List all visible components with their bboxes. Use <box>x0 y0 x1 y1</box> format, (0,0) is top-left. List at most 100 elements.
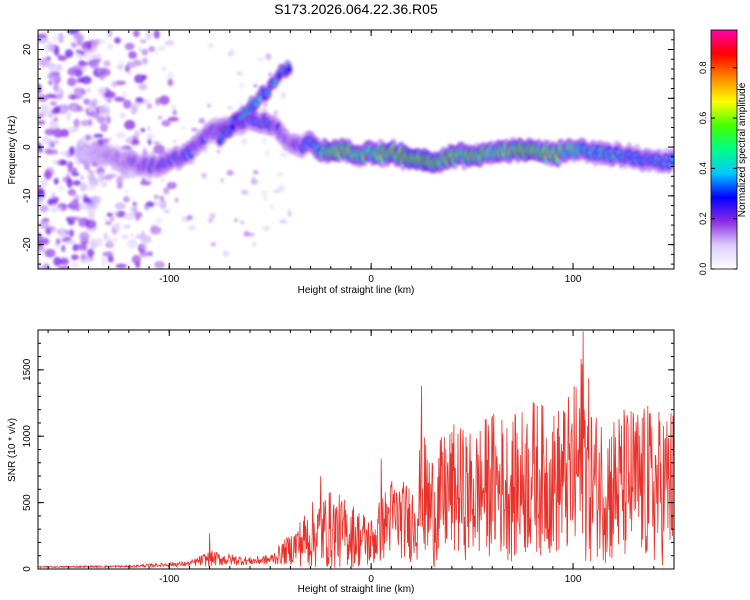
heatmap-cell <box>286 66 292 73</box>
heatmap-noise-cell <box>210 242 217 247</box>
heatmap-noise-cell <box>59 229 66 240</box>
heatmap-noise-cell <box>78 61 89 67</box>
heatmap-noise-cell <box>207 104 211 108</box>
heatmap-noise-cell <box>155 50 159 56</box>
y-tick-label: 1000 <box>22 425 33 448</box>
heatmap-noise-cell <box>95 237 103 248</box>
heatmap-noise-cell <box>130 232 134 238</box>
heatmap-noise-cell <box>250 178 259 185</box>
heatmap-noise-cell <box>131 101 139 109</box>
heatmap-noise-cell <box>38 245 45 253</box>
heatmap-noise-cell <box>158 45 166 51</box>
heatmap-noise-cell <box>121 234 129 239</box>
colorbar-tick-label: 0.4 <box>698 162 708 175</box>
heatmap-noise-cell <box>103 60 111 67</box>
x-tick-label: 0 <box>368 274 374 285</box>
heatmap-noise-cell <box>141 48 149 56</box>
heatmap-noise-cell <box>234 218 238 223</box>
heatmap-noise-cell <box>40 237 50 245</box>
heatmap-noise-cell <box>100 256 107 267</box>
heatmap-noise-cell <box>67 77 77 87</box>
heatmap-noise-cell <box>128 51 137 59</box>
heatmap-noise-cell <box>120 146 127 153</box>
heatmap-noise-cell <box>240 189 249 195</box>
heatmap-noise-cell <box>89 238 99 249</box>
colorbar-tick-label: 0.2 <box>698 212 708 225</box>
heatmap-noise-cell <box>47 71 60 81</box>
heatmap-noise-cell <box>38 37 50 43</box>
heatmap-noise-cell <box>38 120 46 125</box>
heatmap-x-axis-label: Height of straight line (km) <box>298 285 415 296</box>
heatmap-noise-cell <box>114 202 126 210</box>
heatmap-noise-cell <box>48 80 53 86</box>
x-tick-label: 100 <box>565 574 582 585</box>
heatmap-noise-cell <box>103 232 108 241</box>
heatmap-noise-cell <box>126 238 138 249</box>
heatmap-noise-cell <box>126 61 135 69</box>
heatmap-noise-cell <box>43 170 52 180</box>
heatmap-noise-cell <box>246 233 255 237</box>
heatmap-noise-cell <box>148 46 156 53</box>
heatmap-noise-cell <box>142 57 148 65</box>
heatmap-noise-cell <box>79 259 91 265</box>
heatmap-noise-cell <box>48 225 56 232</box>
heatmap-noise-cell <box>44 248 56 258</box>
heatmap-noise-cell <box>66 111 71 122</box>
heatmap-y-axis-label: Frequency (Hz) <box>7 116 18 185</box>
heatmap-noise-cell <box>116 175 124 186</box>
heatmap-noise-cell <box>288 212 292 217</box>
y-tick-label: 20 <box>22 44 33 56</box>
heatmap-noise-cell <box>87 105 94 113</box>
heatmap-noise-cell <box>269 203 274 210</box>
heatmap-noise-cell <box>38 220 50 229</box>
heatmap-noise-cell <box>55 161 62 165</box>
heatmap-noise-cell <box>132 201 137 207</box>
heatmap-noise-cell <box>155 97 161 106</box>
colorbar: 0.0 0.2 0.4 0.6 0.8 Normalized spectral ampl… <box>698 29 748 275</box>
heatmap-noise-cell <box>65 239 76 245</box>
heatmap-noise-cell <box>39 205 49 213</box>
heatmap-noise-cell <box>99 123 109 133</box>
heatmap-noise-cell <box>226 169 234 176</box>
heatmap-noise-cell <box>79 182 88 192</box>
heatmap-noise-cell <box>162 66 166 72</box>
heatmap-noise-cell <box>107 255 114 263</box>
heatmap-noise-cell <box>161 120 171 127</box>
heatmap-noise-cell <box>276 172 284 177</box>
heatmap-noise-cell <box>96 115 106 124</box>
y-tick-label: 1500 <box>22 358 33 381</box>
heatmap-noise-cell <box>252 241 257 247</box>
heatmap-noise-cell <box>67 167 78 173</box>
heatmap-noise-cell <box>111 80 118 88</box>
snr-y-axis-label: SNR (10 * v/v) <box>7 418 18 482</box>
heatmap-noise-cell <box>105 98 113 103</box>
heatmap-noise-cell <box>188 225 196 231</box>
heatmap-noise-cell <box>85 219 97 229</box>
heatmap-noise-cell <box>138 46 142 52</box>
heatmap-noise-cell <box>52 33 63 43</box>
heatmap-noise-cell <box>87 168 92 174</box>
heatmap-noise-cell <box>56 63 62 70</box>
colorbar-ticks: 0.0 0.2 0.4 0.6 0.8 <box>698 61 737 275</box>
heatmap-noise-cell <box>114 37 121 44</box>
heatmap-noise-cell <box>191 127 198 132</box>
y-tick-label: 500 <box>22 494 33 511</box>
heatmap-noise-cell <box>78 221 85 228</box>
heatmap-noise-cell <box>87 211 96 220</box>
heatmap-noise-cell <box>70 254 79 261</box>
heatmap-noise-cell <box>129 107 135 113</box>
heatmap-noise-cell <box>277 185 285 192</box>
heatmap-noise-cell <box>56 238 61 245</box>
heatmap-noise-cell <box>227 52 233 56</box>
heatmap-noise-cell <box>42 263 51 269</box>
heatmap-noise-cell <box>124 42 135 51</box>
colorbar-label: Normalized spectral amplitude <box>737 82 748 217</box>
heatmap-noise-cell <box>140 235 152 244</box>
heatmap-noise-cell <box>114 237 118 243</box>
heatmap-noise-cell <box>114 96 125 102</box>
heatmap-noise-cell <box>78 231 90 242</box>
heatmap-noise-cell <box>181 125 185 130</box>
heatmap-noise-cell <box>167 78 174 87</box>
heatmap-noise-cell <box>92 202 100 208</box>
heatmap-noise-cell <box>87 184 97 192</box>
